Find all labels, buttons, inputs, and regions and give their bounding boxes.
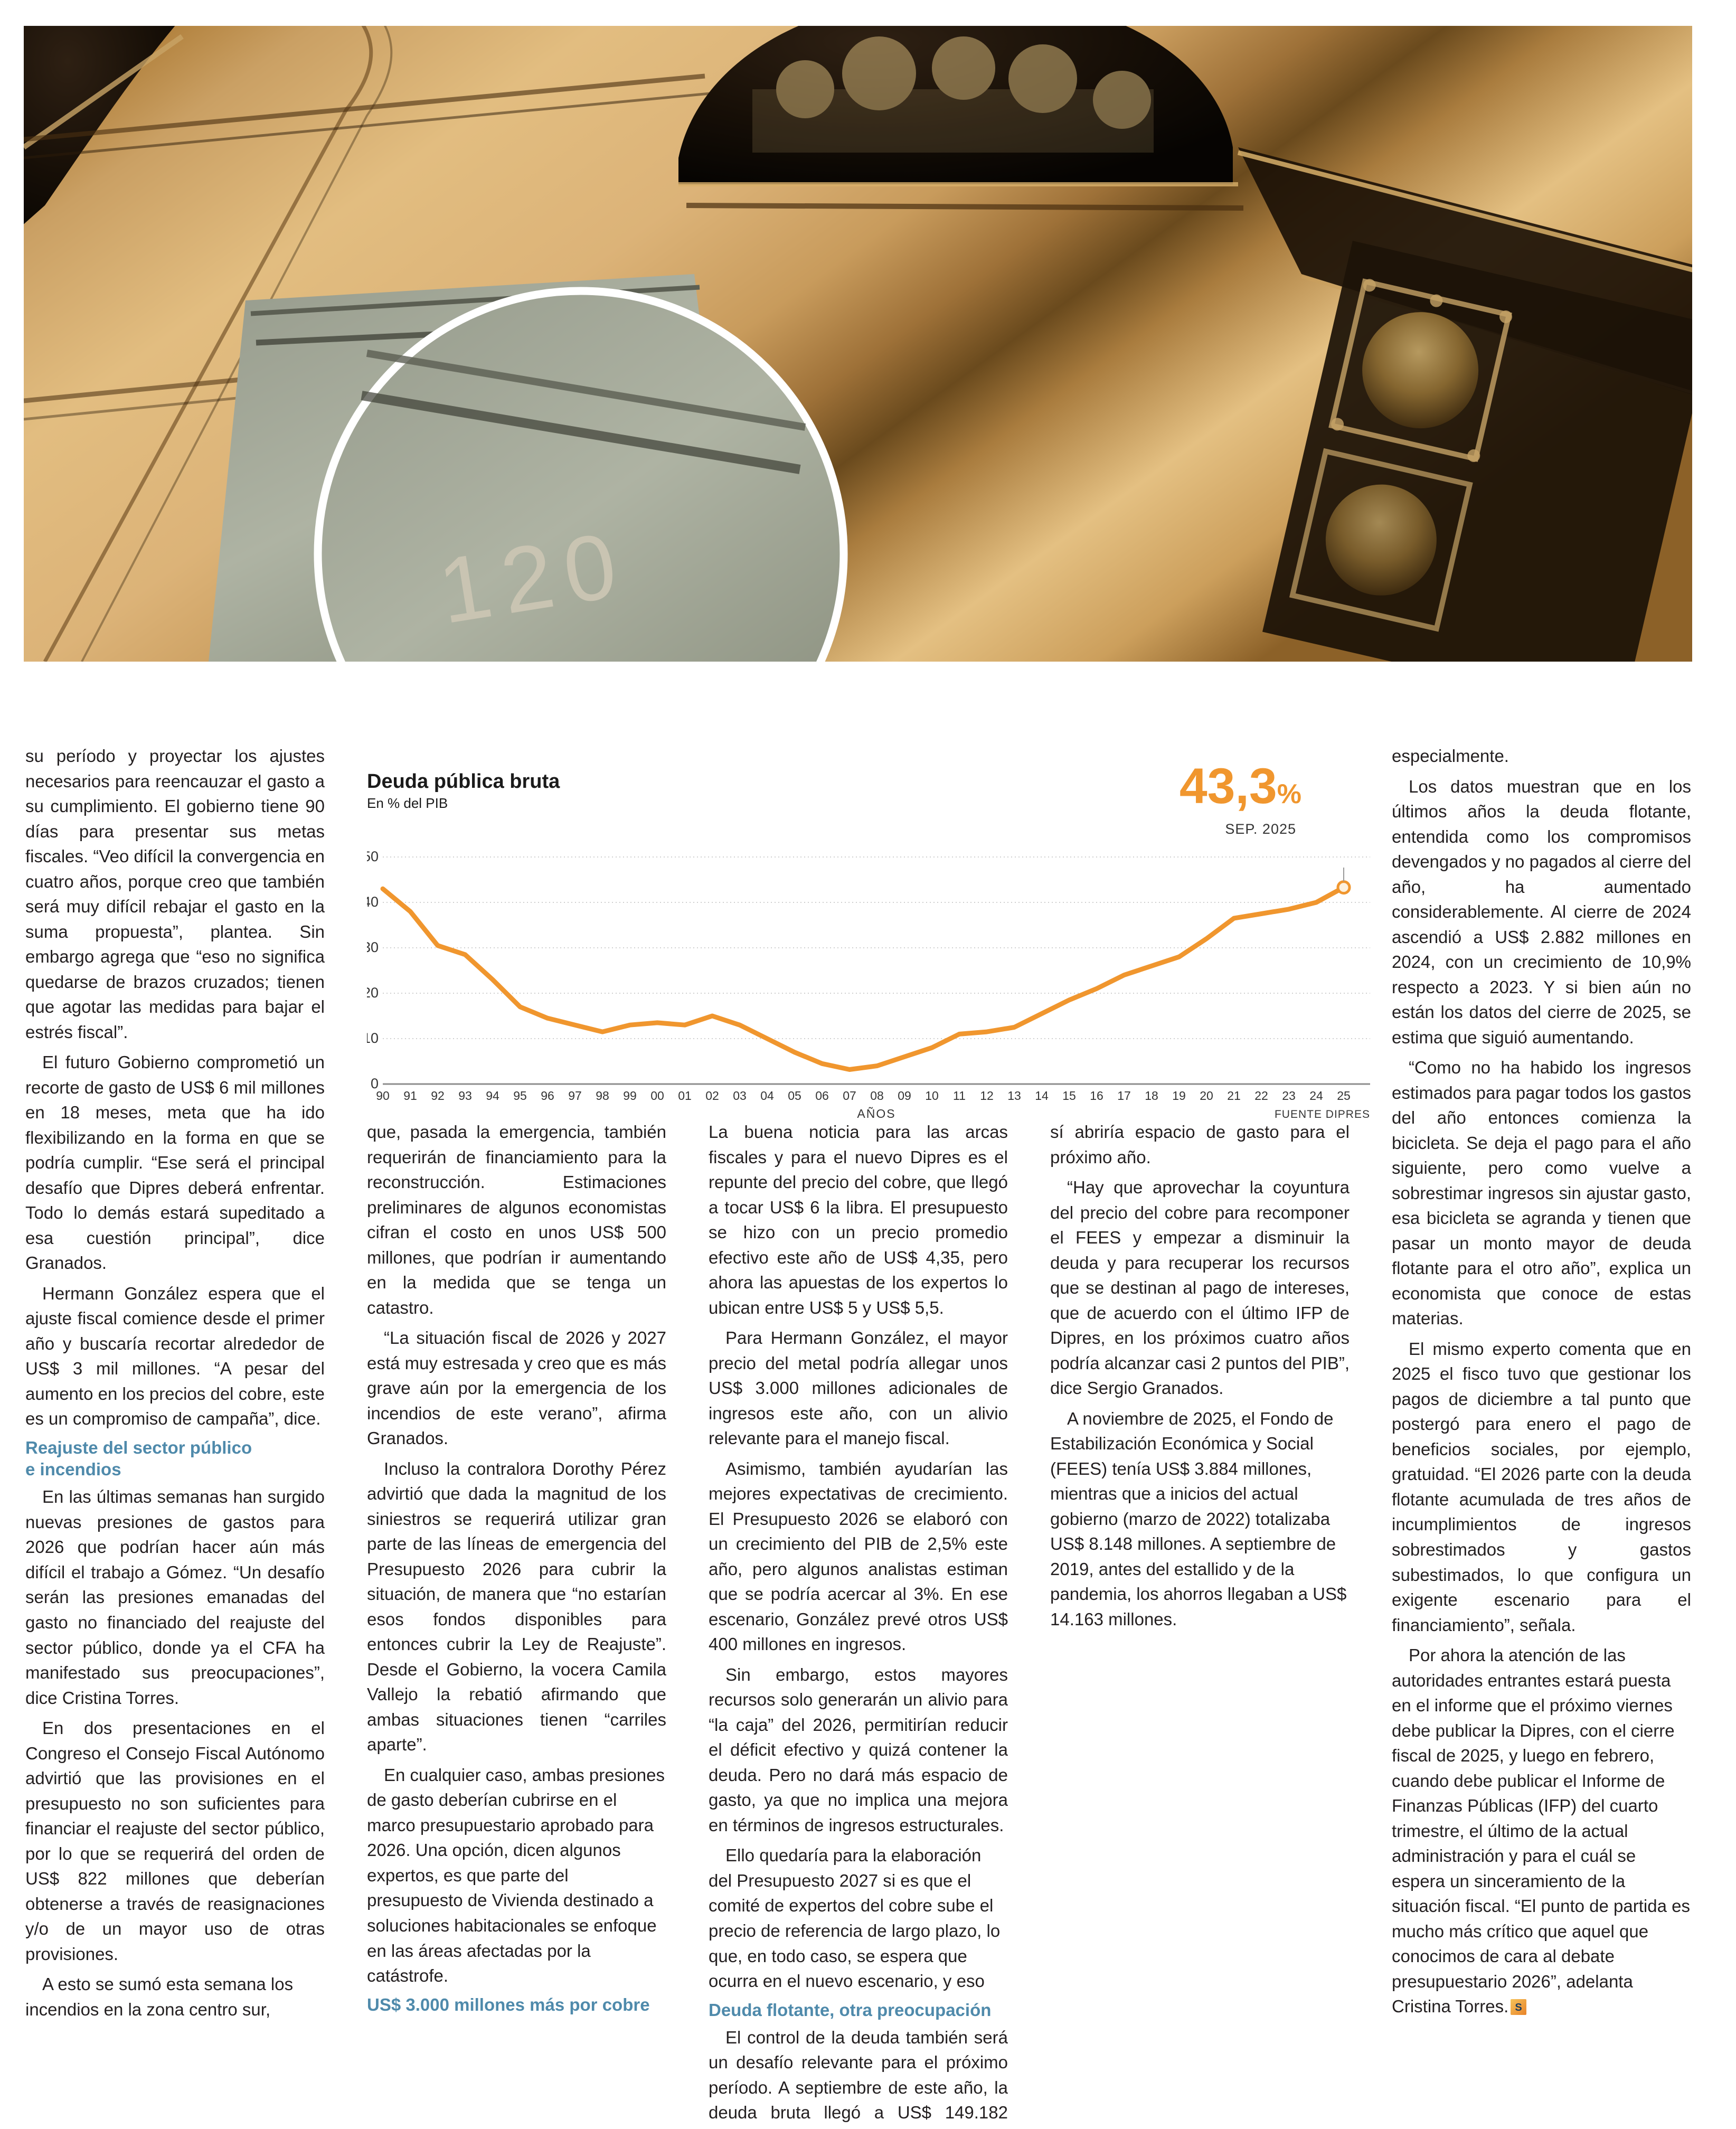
svg-text:15: 15 (1062, 1089, 1076, 1103)
svg-text:16: 16 (1090, 1089, 1103, 1103)
svg-text:AÑOS: AÑOS (857, 1107, 895, 1120)
svg-text:94: 94 (486, 1089, 499, 1103)
svg-text:05: 05 (788, 1089, 801, 1103)
svg-text:09: 09 (898, 1089, 911, 1103)
svg-text:13: 13 (1007, 1089, 1021, 1103)
svg-text:07: 07 (843, 1089, 856, 1103)
svg-text:40: 40 (367, 894, 379, 910)
svg-text:91: 91 (403, 1089, 417, 1103)
svg-text:97: 97 (568, 1089, 582, 1103)
svg-text:22: 22 (1254, 1089, 1268, 1103)
svg-text:11: 11 (953, 1089, 966, 1103)
svg-text:30: 30 (367, 939, 379, 955)
svg-text:95: 95 (513, 1089, 527, 1103)
svg-text:08: 08 (870, 1089, 884, 1103)
svg-text:25: 25 (1337, 1089, 1351, 1103)
svg-text:96: 96 (541, 1089, 554, 1103)
svg-text:FUENTE DIPRES: FUENTE DIPRES (1275, 1108, 1370, 1120)
svg-text:12: 12 (980, 1089, 994, 1103)
svg-text:04: 04 (760, 1089, 774, 1103)
svg-text:02: 02 (705, 1089, 719, 1103)
svg-text:23: 23 (1282, 1089, 1296, 1103)
svg-text:24: 24 (1309, 1089, 1323, 1103)
svg-text:03: 03 (733, 1089, 747, 1103)
svg-text:14: 14 (1035, 1089, 1049, 1103)
svg-text:92: 92 (431, 1089, 445, 1103)
svg-text:98: 98 (596, 1089, 609, 1103)
svg-text:S: S (1515, 2002, 1522, 2013)
svg-text:00: 00 (650, 1089, 664, 1103)
svg-text:01: 01 (678, 1089, 692, 1103)
svg-text:20: 20 (367, 985, 379, 1001)
svg-text:99: 99 (623, 1089, 637, 1103)
svg-text:17: 17 (1117, 1089, 1131, 1103)
svg-text:10: 10 (925, 1089, 939, 1103)
svg-text:90: 90 (376, 1089, 390, 1103)
svg-text:06: 06 (815, 1089, 829, 1103)
svg-text:18: 18 (1145, 1089, 1158, 1103)
svg-text:10: 10 (367, 1030, 379, 1046)
svg-text:21: 21 (1227, 1089, 1241, 1103)
svg-text:20: 20 (1200, 1089, 1213, 1103)
svg-text:19: 19 (1172, 1089, 1186, 1103)
svg-text:93: 93 (458, 1089, 472, 1103)
svg-text:50: 50 (367, 849, 379, 864)
